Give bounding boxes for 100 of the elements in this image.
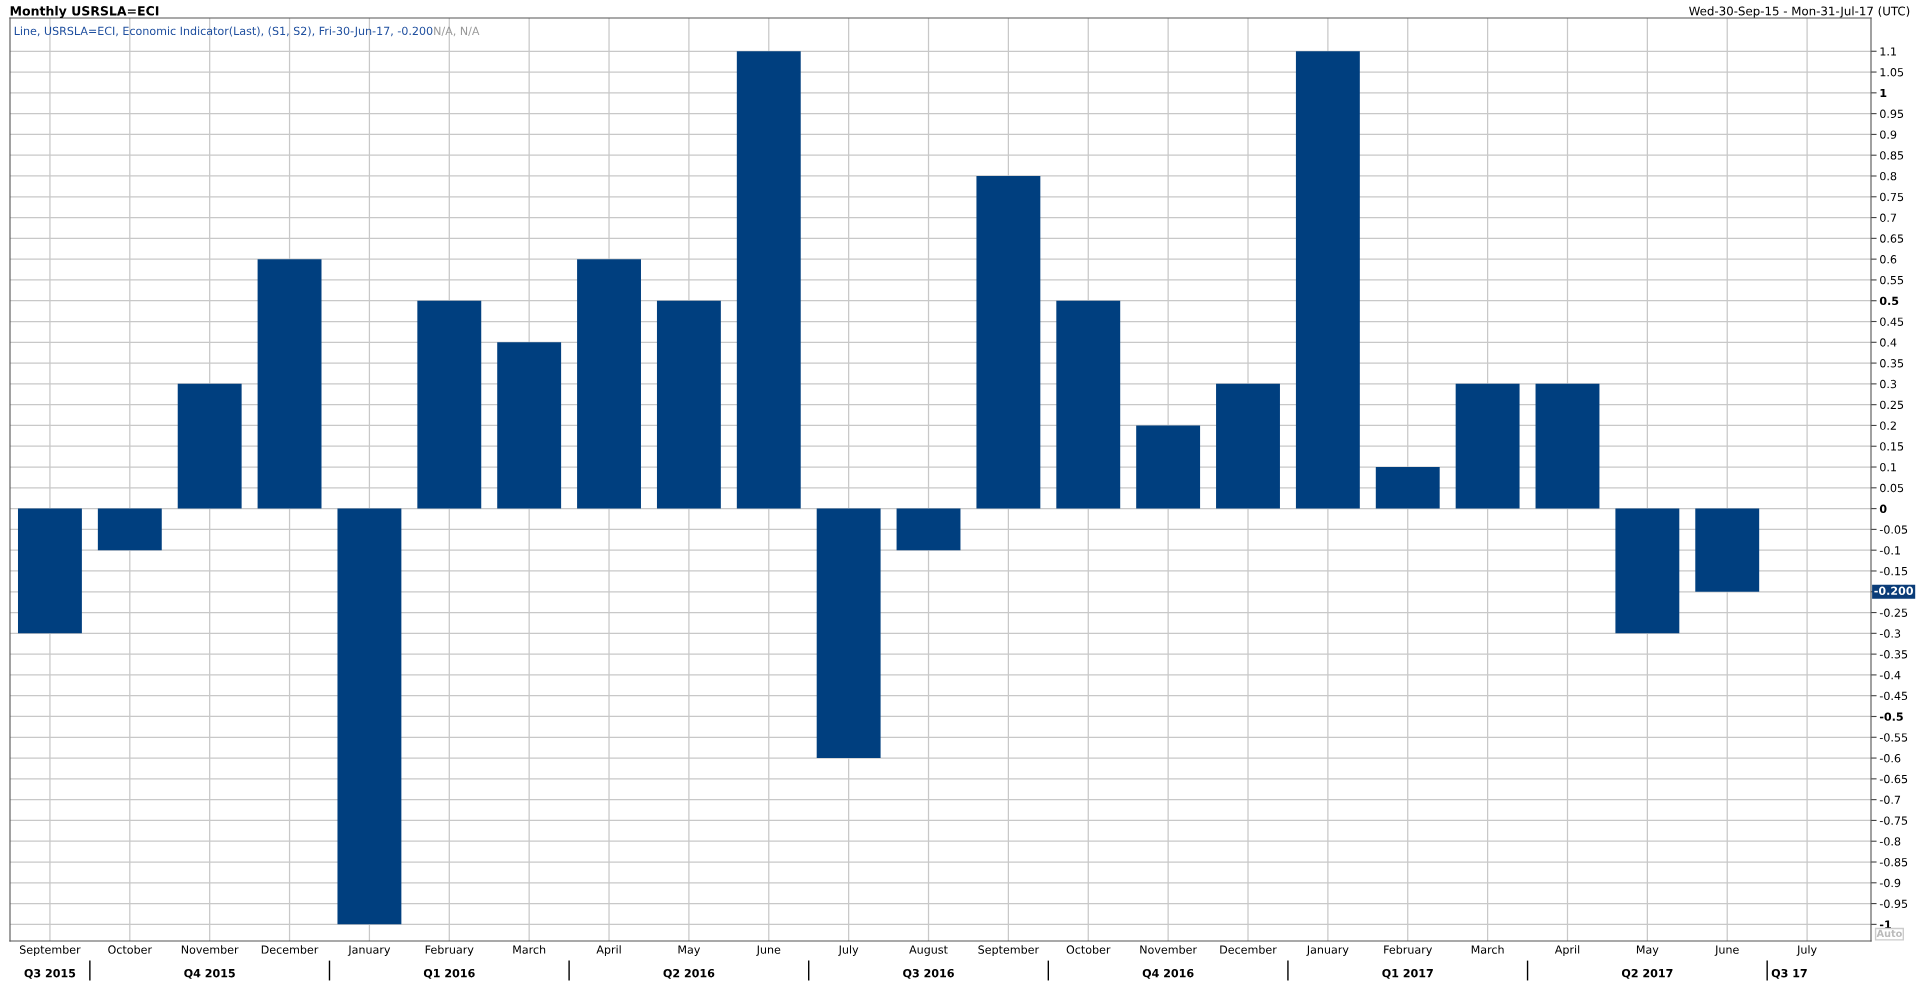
y-tick-label: 0 [1879,504,1887,513]
y-tick-label: 0.5 [1879,296,1899,306]
y-tick-label: -0.55 [1879,733,1908,742]
y-tick-label: 1 [1880,88,1887,98]
bar [1535,383,1600,509]
x-tick-label: September [978,945,1040,956]
x-tick-label: November [181,945,239,954]
y-tick-label: 1.1 [1880,47,1896,56]
x-tick-label: July [1796,945,1817,956]
y-tick-label: -0.05 [1879,525,1908,534]
text: Q3 17 [1771,968,1807,979]
y-tick-label: 0.9 [1880,130,1897,139]
y-tick-label: -0.4 [1879,670,1901,680]
bar [97,508,162,551]
text: Q4 2016 [1142,968,1194,979]
y-tick-label: 0.2 [1880,421,1896,430]
text: Wed-30-Sep-15 - Mon-31-Jul-17 (UTC) [1689,6,1910,18]
x-tick-label: October [1066,945,1111,954]
bar [1695,508,1760,592]
x-tick-label: April [596,945,621,956]
x-tick-label: June [756,945,781,956]
y-tick-label: -0.9 [1879,878,1901,888]
bar [1136,425,1201,509]
y-tick-label: -0.15 [1879,566,1908,576]
bar [1375,467,1440,509]
bar [337,508,402,925]
y-tick-label: -0.3 [1879,629,1901,638]
bar [1455,383,1520,509]
x-tick-label: January [347,945,391,956]
y-tick-label: -0.6 [1879,754,1901,763]
bar [1216,383,1280,509]
x-tick-label: November [1140,945,1198,954]
y-tick-label: -0.85 [1879,857,1908,867]
y-tick-label: 0.7 [1880,213,1897,222]
bar [976,175,1041,509]
y-tick-label: 0.75 [1880,192,1904,202]
y-tick-label: -0.75 [1879,816,1908,825]
x-tick-label: February [1384,945,1433,956]
text: Q2 2016 [663,968,715,979]
y-tick-label: 0.8 [1880,171,1897,181]
x-tick-label: February [425,945,474,956]
x-tick-label: April [1554,945,1580,956]
y-tick-label: -0.8 [1879,837,1901,846]
x-tick-label: December [1220,945,1277,954]
y-tick-label: -0.95 [1879,899,1908,908]
bar [1295,51,1360,509]
bar [417,300,482,509]
bar [1615,508,1680,634]
y-tick-label: -0.1 [1879,546,1900,555]
chart-title: Monthly USRSLA=ECI [10,5,159,19]
x-tick-label: October [108,945,153,954]
y-tick-label: -0.45 [1879,691,1908,701]
x-tick-label: March [513,945,546,954]
annotation: -0.200 [1874,586,1913,595]
bar [577,259,641,509]
x-tick-label: July [838,945,859,956]
text: Q3 2015 [24,968,76,979]
y-tick-label: 0.65 [1880,234,1904,243]
x-tick-label: September [19,945,81,956]
text: Q1 2016 [423,968,475,979]
y-tick-label: 0.3 [1880,379,1897,389]
x-tick-label: August [909,945,948,956]
text: Q3 2016 [903,968,954,979]
y-tick-label: 0.25 [1880,400,1904,410]
x-tick-label: March [1471,945,1504,954]
y-tick-label: 0.35 [1880,359,1904,368]
text: Q1 2017 [1382,968,1433,979]
bar [896,508,961,551]
bar [736,51,801,509]
y-tick-label: 0.55 [1880,275,1904,285]
y-tick-label: -0.5 [1879,712,1903,721]
y-tick-label: 1.05 [1880,68,1904,77]
y-tick-label: 0.15 [1880,442,1904,451]
bar [497,342,562,509]
x-tick-label: December [261,945,319,954]
bar [1056,300,1121,509]
bar [816,508,881,759]
y-tick-label: 0.85 [1880,151,1904,160]
bar [257,259,322,509]
y-tick-label: 0.45 [1880,317,1904,326]
y-tick-label: -0.65 [1879,774,1908,784]
bar [17,508,82,634]
x-tick-label: June [1714,945,1739,956]
x-tick-label: January [1306,945,1349,956]
text: Auto [1876,929,1902,938]
text: Q2 2017 [1621,968,1673,979]
y-tick-label: 0.4 [1880,338,1897,347]
y-tick-label: -0.7 [1879,795,1901,805]
bar [177,383,242,509]
y-tick-label: 0.1 [1880,463,1896,472]
annotation: Line, USRSLA=ECI, Economic Indicator(Last), (S1, S2), Fri-30-Jun-17, -0.200 [14,26,433,38]
y-tick-label: 0.6 [1880,255,1897,264]
x-tick-label: May [1636,945,1659,956]
y-tick-label: 0.95 [1880,109,1904,119]
annotation: N/A, N/A [434,26,480,37]
y-tick-label: 0.05 [1880,483,1904,493]
text: Q4 2015 [184,968,235,979]
bar [656,300,721,509]
y-tick-label: -0.35 [1879,650,1908,659]
y-tick-label: -0.25 [1879,608,1908,617]
